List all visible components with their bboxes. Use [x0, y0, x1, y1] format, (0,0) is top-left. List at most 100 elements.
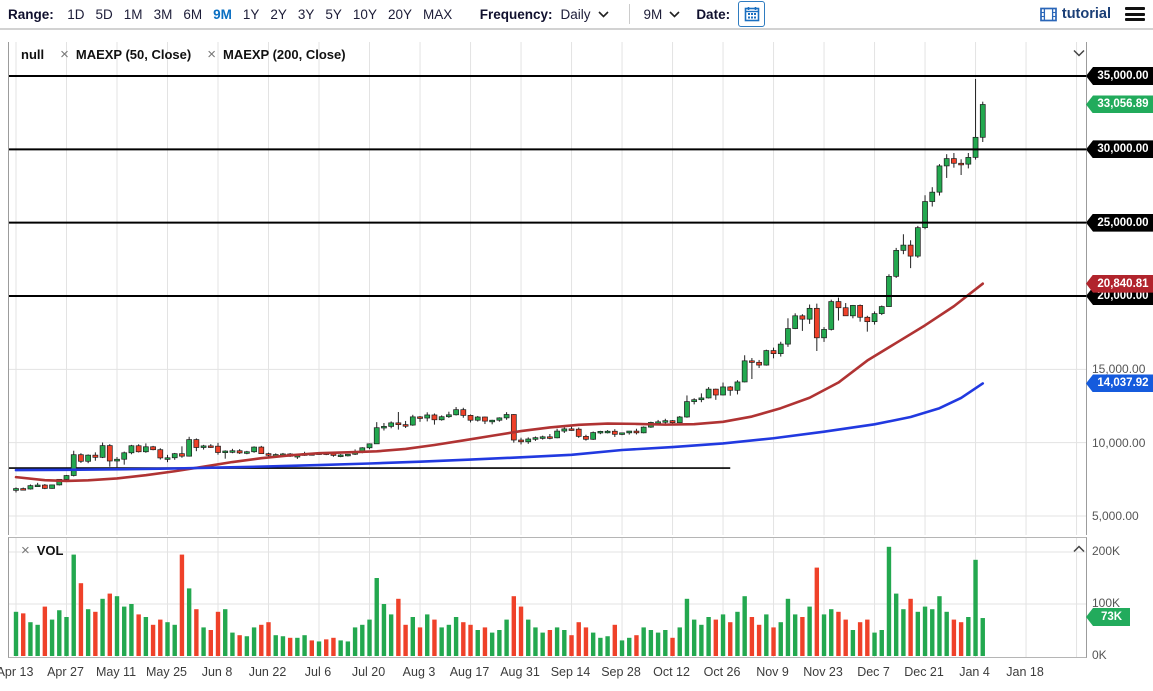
volume-bar: [778, 622, 783, 656]
candle: [575, 428, 582, 437]
volume-bar: [439, 627, 444, 656]
candle: [792, 315, 799, 329]
menu-icon[interactable]: [1125, 7, 1145, 21]
tutorial-link[interactable]: tutorial: [1040, 6, 1111, 22]
volume-bar: [691, 619, 697, 656]
range-option-5D[interactable]: 5D: [95, 6, 113, 22]
range-option-1M[interactable]: 1M: [123, 6, 143, 22]
frequency-value: Daily: [560, 6, 591, 22]
volume-bar: [403, 624, 408, 656]
range-option-MAX[interactable]: MAX: [422, 6, 453, 22]
price-chart-canvas[interactable]: [9, 42, 1086, 535]
candle: [734, 381, 741, 391]
candle: [373, 427, 380, 445]
time-axis-label: Apr 13: [0, 665, 34, 679]
volume-bar: [150, 624, 156, 656]
ma200-label: MAEXP (200, Close): [223, 47, 346, 62]
toolbar-separator: [628, 4, 630, 24]
range-option-3M[interactable]: 3M: [153, 6, 173, 22]
candle: [78, 454, 84, 462]
volume-bar: [677, 627, 682, 656]
volume-bar: [511, 596, 517, 656]
price-axis[interactable]: 15,000.00 10,000.00 5,000.00 35,000.00 30,00…: [1086, 0, 1153, 691]
volume-bar: [482, 627, 488, 656]
candle: [366, 443, 373, 449]
date-picker-button[interactable]: [738, 1, 766, 27]
volume-bar: [489, 632, 495, 656]
range-option-6M[interactable]: 6M: [183, 6, 203, 22]
time-axis[interactable]: Apr 13 Apr 27 May 11 May 25 Jun 8 Jun 22 Jul 6…: [0, 663, 1153, 683]
volume-bar: [612, 624, 618, 656]
volume-bar: [951, 619, 957, 656]
candle: [914, 227, 921, 257]
candle: [200, 445, 207, 448]
volume-bar: [28, 622, 33, 656]
price-panel[interactable]: null × MAEXP (50, Close) × MAEXP (200, C…: [8, 42, 1087, 535]
volume-bar: [562, 630, 567, 656]
volume-bar: [655, 632, 661, 656]
volume-bar: [605, 636, 610, 656]
candle: [222, 450, 229, 453]
chart-legend: null × MAEXP (50, Close) × MAEXP (200, C…: [21, 47, 346, 62]
remove-volume-button[interactable]: ×: [21, 542, 30, 559]
volume-panel[interactable]: × VOL: [8, 537, 1087, 658]
volume-bar: [230, 632, 235, 656]
volume-bar: [879, 630, 884, 656]
candle: [345, 453, 351, 457]
period-dropdown[interactable]: 9M: [644, 7, 681, 22]
candle: [135, 445, 142, 453]
volume-bar: [396, 598, 401, 656]
candle: [503, 414, 510, 419]
remove-ma50-button[interactable]: ×: [60, 46, 69, 63]
candle: [871, 313, 878, 323]
volume-chart-canvas[interactable]: [9, 538, 1086, 657]
range-option-5Y[interactable]: 5Y: [325, 6, 342, 22]
candle: [402, 424, 409, 427]
price-axis-label: 5,000.00: [1092, 508, 1139, 523]
volume-bar: [966, 617, 971, 656]
time-axis-label: Sep 28: [601, 665, 641, 679]
range-option-9M[interactable]: 9M: [213, 6, 232, 22]
candle: [907, 244, 914, 257]
candle: [229, 450, 236, 453]
volume-bar: [165, 622, 170, 656]
range-option-3Y[interactable]: 3Y: [297, 6, 315, 22]
remove-ma200-button[interactable]: ×: [207, 46, 216, 63]
volume-bar: [756, 624, 762, 656]
volume-bar: [742, 596, 747, 656]
volume-bar: [71, 554, 76, 656]
range-option-1Y[interactable]: 1Y: [242, 6, 260, 22]
volume-bar: [670, 637, 675, 656]
volume-bar: [13, 611, 19, 656]
time-axis-label: Aug 17: [449, 665, 490, 679]
volume-bar: [857, 622, 863, 656]
ma50-price-tag: 20,840.81: [1086, 274, 1153, 293]
volume-bar: [980, 618, 985, 656]
volume-bar: [930, 609, 935, 656]
volume-bar: [576, 622, 581, 656]
volume-bar: [259, 624, 264, 656]
volume-bar: [533, 627, 538, 656]
candle: [828, 301, 835, 330]
frequency-dropdown[interactable]: Daily: [561, 7, 609, 22]
candle: [806, 307, 813, 320]
candle: [813, 307, 820, 339]
time-axis-label: Aug 3: [402, 665, 436, 679]
candle: [720, 386, 726, 396]
range-option-20Y[interactable]: 20Y: [387, 6, 412, 22]
candle: [496, 417, 503, 421]
volume-bar: [814, 567, 820, 656]
range-option-2Y[interactable]: 2Y: [270, 6, 287, 22]
candle: [85, 454, 91, 462]
candle: [626, 430, 633, 434]
volume-legend: × VOL: [21, 543, 64, 558]
volume-bar: [915, 611, 921, 656]
candle: [128, 445, 135, 454]
range-option-10Y[interactable]: 10Y: [352, 6, 377, 22]
candle: [34, 484, 41, 488]
volume-bar: [136, 614, 141, 656]
candle: [56, 478, 63, 486]
volume-bar: [749, 617, 755, 656]
range-option-1D[interactable]: 1D: [67, 6, 85, 22]
volume-bar: [215, 611, 221, 656]
